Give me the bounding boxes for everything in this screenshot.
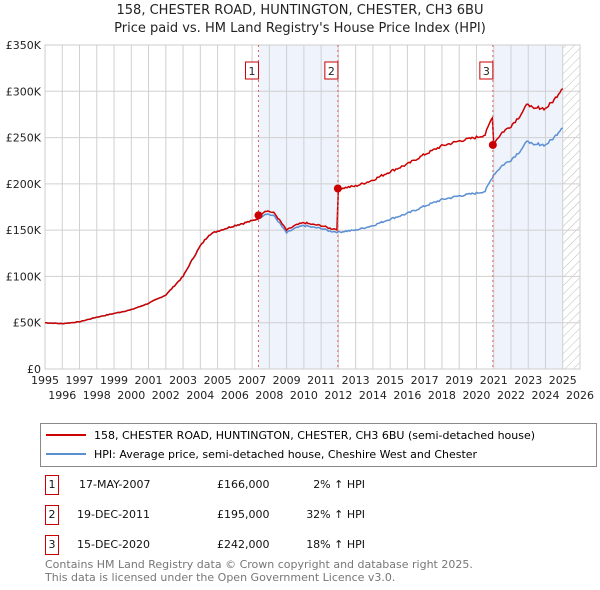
x-tick-label: 1995 xyxy=(31,374,59,387)
sale-label: 2 xyxy=(328,65,335,78)
sale-point xyxy=(333,184,342,193)
plot-area: 1995 1996 1997 1998 1999 2000 2001 2002 2003 2004… xyxy=(6,39,594,402)
sale-label-box xyxy=(244,61,259,80)
x-tick-label: 2025 xyxy=(549,374,577,387)
x-tick-label: 1997 xyxy=(66,374,94,387)
x-tick-label: 2004 xyxy=(186,389,214,402)
hpi-diff: 32% ↑ HPI xyxy=(306,508,365,521)
y-tick-label: £350K xyxy=(6,39,42,52)
price: £166,000 xyxy=(217,478,270,491)
x-tick-label: 2003 xyxy=(169,374,197,387)
x-tick-label: 2009 xyxy=(273,374,301,387)
x-tick-label: 2024 xyxy=(531,389,559,402)
x-tick-label: 2000 xyxy=(117,389,145,402)
x-tick-label: 2015 xyxy=(376,374,404,387)
date: 19-DEC-2011 xyxy=(77,508,151,521)
x-tick-label: 2006 xyxy=(221,389,249,402)
x-tick-label: 2017 xyxy=(411,374,439,387)
property-price-line xyxy=(44,88,564,325)
hpi-diff: 18% ↑ HPI xyxy=(306,538,365,551)
x-tick-label: 2026 xyxy=(566,389,594,402)
footer: Contains HM Land Registry data © Crown c… xyxy=(45,558,473,584)
x-tick-label: 2007 xyxy=(238,374,266,387)
y-tick-label: £0 xyxy=(27,363,41,376)
price: £242,000 xyxy=(217,538,270,551)
x-tick-label: 2018 xyxy=(428,389,456,402)
y-tick-label: £150K xyxy=(6,224,42,237)
y-tick-label: £100K xyxy=(6,270,42,283)
chart-subtitle: Price paid vs. HM Land Registry's House … xyxy=(114,21,486,36)
y-tick-label: £300K xyxy=(6,85,42,98)
x-tick-label: 2005 xyxy=(204,374,232,387)
x-tick-label: 2022 xyxy=(497,389,525,402)
legend-item-hpi: HPI: Average price, semi-detached house,… xyxy=(41,446,477,462)
shaded-period xyxy=(258,45,338,369)
y-tick-label: £250K xyxy=(6,132,42,145)
y-tick-label: £200K xyxy=(6,178,42,191)
sale-point xyxy=(488,140,497,149)
x-tick-label: 2016 xyxy=(393,389,421,402)
x-tick-label: 2019 xyxy=(445,374,473,387)
marker-badge: 1 xyxy=(45,475,59,495)
hpi-diff: 2% ↑ HPI xyxy=(313,478,365,491)
x-tick-label: 2011 xyxy=(307,374,335,387)
x-tick-label: 2012 xyxy=(324,389,352,402)
legend-item-property: 158, CHESTER ROAD, HUNTINGTON, CHESTER, … xyxy=(41,427,535,443)
x-tick-label: 1996 xyxy=(48,389,76,402)
x-tick-label: 2010 xyxy=(290,389,318,402)
x-tick-label: 1999 xyxy=(100,374,128,387)
sale-label-box xyxy=(479,61,494,80)
date: 15-DEC-2020 xyxy=(77,538,151,551)
x-tick-label: 2001 xyxy=(135,374,163,387)
forecast-hatch xyxy=(562,45,580,369)
legend: 158, CHESTER ROAD, HUNTINGTON, CHESTER, … xyxy=(40,423,597,467)
legend-swatch-red xyxy=(46,434,86,436)
x-tick-label: 2021 xyxy=(480,374,508,387)
marker-badge: 3 xyxy=(45,535,59,555)
x-tick-label: 2020 xyxy=(462,389,490,402)
chart-title: 158, CHESTER ROAD, HUNTINGTON, CHESTER, … xyxy=(116,3,484,18)
x-tick-label: 1998 xyxy=(83,389,111,402)
sale-label-box xyxy=(324,61,339,80)
legend-swatch-blue xyxy=(46,453,86,455)
legend-label: HPI: Average price, semi-detached house,… xyxy=(94,447,478,461)
x-tick-label: 2013 xyxy=(342,374,370,387)
x-tick-label: 2002 xyxy=(152,389,180,402)
date: 17-MAY-2007 xyxy=(79,478,151,491)
plot-border xyxy=(44,44,581,370)
footer-line: Contains HM Land Registry data © Crown c… xyxy=(45,558,473,571)
y-tick-label: £50K xyxy=(13,317,42,330)
x-tick-label: 2014 xyxy=(359,389,387,402)
x-tick-label: 2023 xyxy=(514,374,542,387)
x-tick-label: 2008 xyxy=(255,389,283,402)
legend-label: 158, CHESTER ROAD, HUNTINGTON, CHESTER, … xyxy=(94,428,536,442)
price: £195,000 xyxy=(217,508,270,521)
footer-line: This data is licensed under the Open Gov… xyxy=(45,571,396,584)
sale-point xyxy=(254,211,263,220)
sale-label: 1 xyxy=(248,65,255,78)
sale-label: 3 xyxy=(483,65,490,78)
marker-badge: 2 xyxy=(45,505,59,525)
